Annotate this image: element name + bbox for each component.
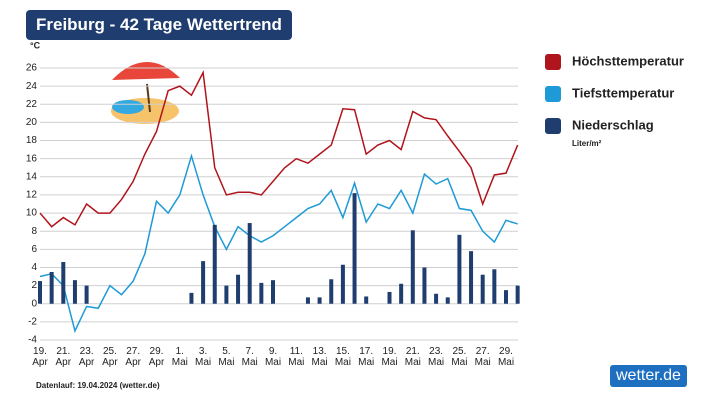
bar xyxy=(387,291,392,304)
bar xyxy=(317,297,322,304)
bar xyxy=(84,285,89,304)
logo: wetter.de xyxy=(610,365,687,387)
x-tick-label: 17. Mai xyxy=(358,346,375,368)
line xyxy=(39,70,519,228)
x-tick-label: 15. Mai xyxy=(334,346,351,368)
x-tick-label: 11. Mai xyxy=(288,346,305,368)
bar xyxy=(445,297,450,304)
bar xyxy=(480,274,485,304)
bar xyxy=(515,285,520,304)
x-tick-label: 19. Apr xyxy=(32,346,48,368)
y-tick-label: 6 xyxy=(31,244,37,255)
legend-swatch xyxy=(545,118,561,134)
bar xyxy=(364,296,369,304)
y-tick-label: 0 xyxy=(31,298,37,309)
bar xyxy=(189,292,194,304)
legend-unit: Liter/m² xyxy=(572,139,602,148)
x-tick-label: 23. Mai xyxy=(428,346,445,368)
x-tick-label: 1. Mai xyxy=(171,346,188,368)
x-tick-label: 25. Apr xyxy=(102,346,118,368)
x-tick-label: 25. Mai xyxy=(451,346,468,368)
x-tick-label: 5. Mai xyxy=(218,346,235,368)
x-tick-label: 13. Mai xyxy=(311,346,328,368)
x-tick-label: 9. Mai xyxy=(264,346,282,368)
bar xyxy=(352,193,357,304)
x-tick-label: 23. Apr xyxy=(78,346,95,368)
bar xyxy=(247,223,252,304)
bar xyxy=(259,282,264,304)
umbrella xyxy=(111,61,180,124)
y-tick-label: 22 xyxy=(26,99,38,110)
x-tick-label: 7. Mai xyxy=(241,346,258,368)
x-tick-label: 27. Mai xyxy=(474,346,491,368)
x-tick-label: 19. Mai xyxy=(381,346,398,368)
bar xyxy=(38,281,42,304)
x-tick-label: 29. Mai xyxy=(497,346,515,368)
bar xyxy=(201,261,206,304)
bar xyxy=(422,267,427,304)
bar xyxy=(49,272,54,304)
legend-swatch xyxy=(545,54,561,70)
bar xyxy=(72,280,77,304)
bar xyxy=(271,280,275,304)
bar xyxy=(469,251,474,304)
y-tick-label: 8 xyxy=(31,226,37,237)
bar xyxy=(457,234,462,304)
bar xyxy=(492,269,497,304)
bar xyxy=(236,274,241,304)
legend-label: Niederschlag xyxy=(572,117,654,132)
title: Freiburg - 42 Tage Wettertrend xyxy=(26,10,292,40)
y-tick-label: -2 xyxy=(28,317,37,328)
x-tick-label: 29. Apr xyxy=(148,346,165,368)
y-tick-label: 12 xyxy=(26,190,38,201)
bar xyxy=(399,283,404,304)
y-tick-label: -4 xyxy=(28,335,37,346)
x-tick-label: 21. Mai xyxy=(404,346,421,368)
x-tick-label: 3. Mai xyxy=(195,346,212,368)
bar xyxy=(410,230,415,304)
bar xyxy=(434,293,439,304)
y-tick-label: 24 xyxy=(26,81,38,92)
legend-label: Höchsttemperatur xyxy=(572,53,684,68)
legend-swatch xyxy=(545,86,561,102)
x-tick-label: 21. Apr xyxy=(55,346,72,368)
line xyxy=(39,153,518,334)
bar xyxy=(224,285,229,304)
y-tick-label: 14 xyxy=(26,171,38,182)
footnote: Datenlauf: 19.04.2024 (wetter.de) xyxy=(36,381,160,390)
y-tick-label: 2 xyxy=(31,280,37,291)
y-tick-label: 20 xyxy=(26,117,38,128)
y-tick-label: 16 xyxy=(26,153,38,164)
x-tick-label: 27. Apr xyxy=(125,346,141,368)
y-tick-label: 4 xyxy=(31,262,37,273)
y-tick-label: 10 xyxy=(26,208,38,219)
bar xyxy=(340,264,345,304)
bar xyxy=(212,224,217,304)
bar xyxy=(305,297,310,304)
bar xyxy=(504,290,508,304)
legend-label: Tiefsttemperatur xyxy=(572,85,674,100)
y-tick-label: 18 xyxy=(26,135,38,146)
y-unit: °C xyxy=(30,40,41,50)
bar xyxy=(329,279,334,304)
bar xyxy=(61,262,66,304)
y-tick-label: 26 xyxy=(26,63,38,74)
